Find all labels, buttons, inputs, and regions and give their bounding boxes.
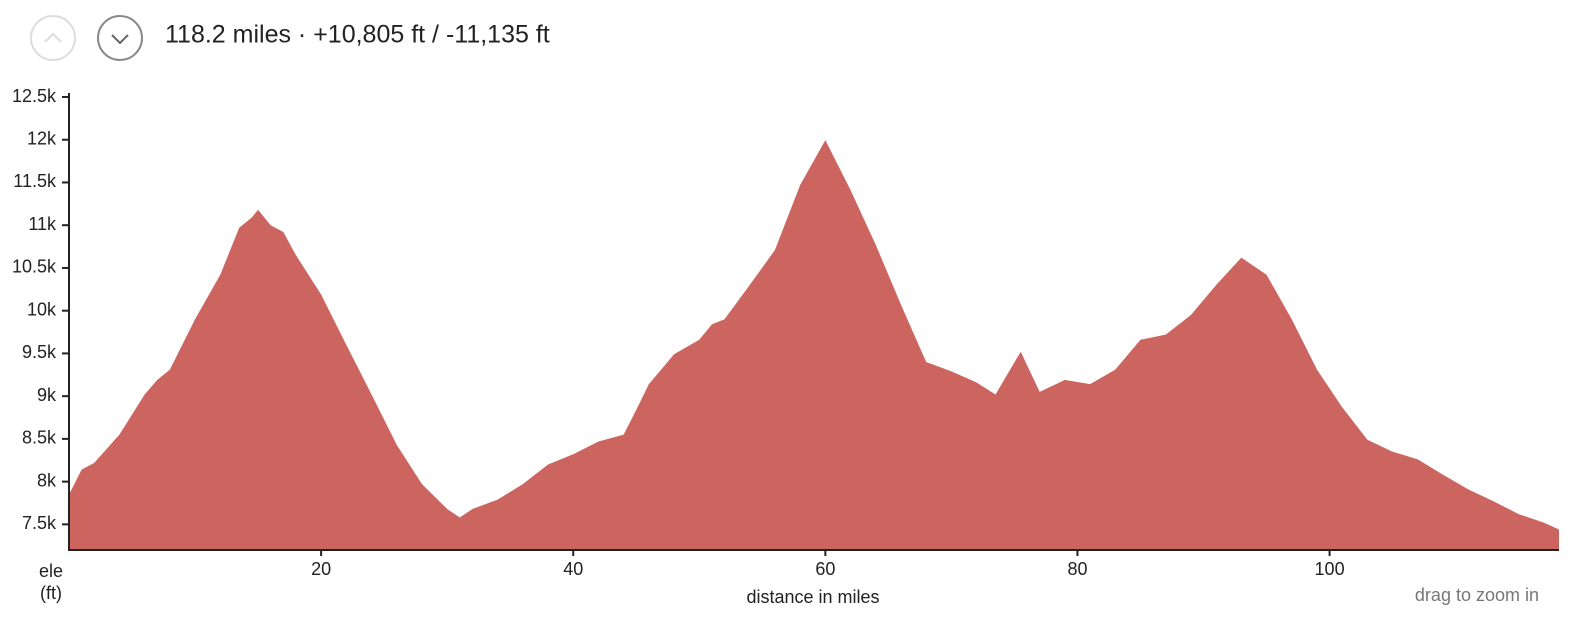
up-icon [44, 32, 62, 43]
zoom-hint: drag to zoom in [1415, 585, 1539, 605]
y-tick-label: 11.5k [13, 171, 57, 191]
y-tick-label: 12.5k [12, 86, 57, 106]
x-tick-label: 60 [815, 559, 835, 579]
y-tick-label: 11k [28, 214, 57, 234]
elevation-area [69, 140, 1559, 550]
y-axis-label: (ft) [40, 583, 62, 603]
down-icon [111, 34, 129, 45]
x-tick-label: 40 [563, 559, 583, 579]
scroll-down-button[interactable] [97, 15, 143, 61]
y-tick-label: 9.5k [22, 342, 57, 362]
x-axis-label: distance in miles [746, 587, 879, 607]
scroll-up-button[interactable] [30, 15, 76, 61]
y-tick-label: 8k [37, 470, 57, 490]
y-tick-label: 12k [27, 128, 57, 148]
y-tick-label: 9k [37, 385, 57, 405]
route-summary: 118.2 miles · +10,805 ft / -11,135 ft [165, 21, 550, 49]
x-tick-label: 100 [1315, 559, 1345, 579]
y-axis-label: ele [39, 561, 63, 581]
x-tick-label: 20 [311, 559, 331, 579]
y-tick-label: 7.5k [22, 513, 57, 533]
y-tick-label: 8.5k [22, 428, 57, 448]
x-tick-label: 80 [1067, 559, 1087, 579]
y-tick-label: 10.5k [12, 257, 57, 277]
y-tick-label: 10k [27, 299, 57, 319]
